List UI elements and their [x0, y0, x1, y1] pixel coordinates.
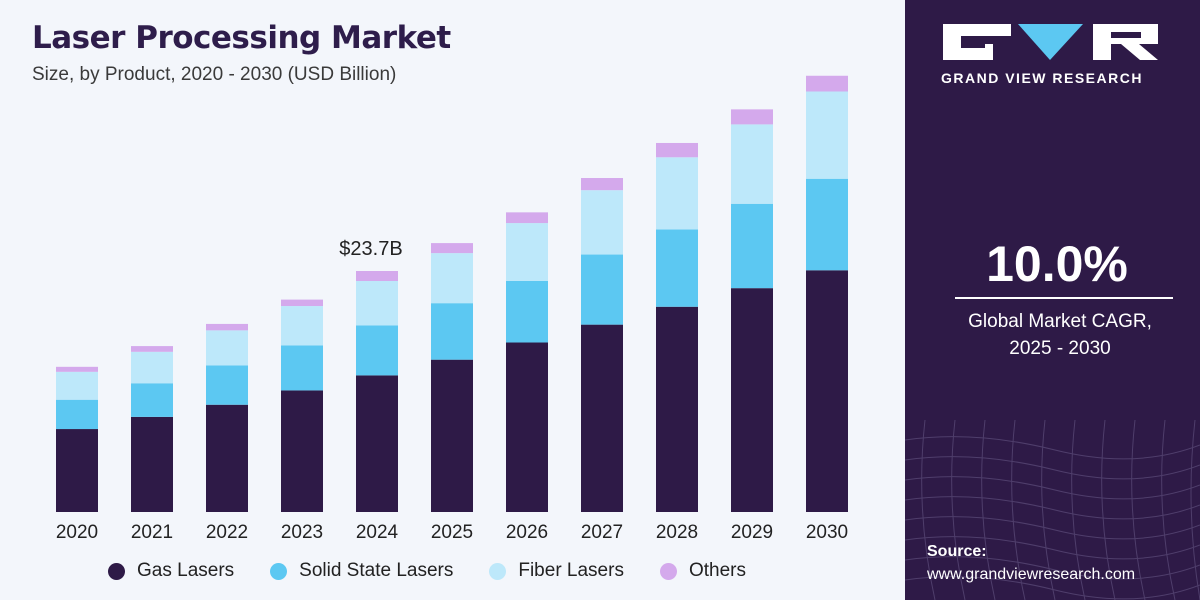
bar-segment-others-2024	[356, 270, 398, 282]
bar-segment-fiber-lasers-2025	[431, 253, 473, 304]
brand-name: GRAND VIEW RESEARCH	[941, 70, 1143, 86]
stacked-bar-chart: 2020 2021 2022 2023 2024 $23.7B 2025 2026 2027 20…	[56, 75, 848, 543]
bar-segment-fiber-lasers-2028	[656, 157, 698, 230]
legend-label: Solid State Lasers	[299, 560, 454, 581]
bar-segment-fiber-lasers-2024	[356, 281, 398, 326]
bar-segment-solid-state-lasers-2029	[731, 203, 773, 289]
bar-segment-fiber-lasers-2022	[206, 330, 248, 366]
bar-segment-solid-state-lasers-2030	[806, 178, 848, 271]
legend-swatch	[659, 562, 677, 580]
bar-segment-solid-state-lasers-2028	[656, 229, 698, 307]
bar-segment-gas-lasers-2020	[56, 429, 98, 512]
bar-segment-fiber-lasers-2027	[581, 190, 623, 255]
legend-label: Others	[688, 560, 746, 581]
x-tick-label-2023: 2023	[281, 522, 323, 543]
wave-grid-decoration	[905, 420, 1200, 600]
bar-segment-fiber-lasers-2030	[806, 91, 848, 179]
legend-item-gas-lasers: Gas Lasers	[108, 560, 234, 582]
bar-segment-fiber-lasers-2026	[506, 223, 548, 282]
bar-segment-solid-state-lasers-2025	[431, 303, 473, 360]
legend-swatch	[489, 562, 507, 580]
legend-item-solid-state-lasers: Solid State Lasers	[270, 560, 453, 582]
info-sidebar: GRAND VIEW RESEARCH 10.0% Global Market …	[905, 0, 1200, 600]
x-tick-label-2025: 2025	[431, 522, 473, 543]
bar-segment-solid-state-lasers-2022	[206, 365, 248, 405]
bar-segment-gas-lasers-2024	[356, 375, 398, 512]
grand-view-research-logo	[943, 24, 1158, 60]
legend-swatch	[108, 562, 125, 580]
bar-segment-gas-lasers-2021	[131, 416, 173, 512]
x-tick-label-2029: 2029	[731, 522, 773, 543]
data-label-2024: $23.7B	[339, 238, 402, 260]
legend-item-others: Others	[659, 560, 746, 582]
bar-segment-others-2026	[506, 212, 548, 224]
bar-segment-others-2030	[806, 75, 848, 92]
bar-segment-gas-lasers-2022	[206, 404, 248, 512]
cagr-label-line1: Global Market CAGR,	[968, 311, 1152, 332]
bar-segment-others-2022	[206, 323, 248, 331]
x-tick-label-2028: 2028	[656, 522, 698, 543]
bar-segment-others-2027	[581, 178, 623, 191]
legend-label: Gas Lasers	[137, 560, 235, 581]
chart-panel: Laser Processing Market Size, by Product…	[32, 20, 849, 582]
cagr-label: Global Market CAGR, 2025 - 2030	[945, 308, 1175, 362]
bar-segment-solid-state-lasers-2020	[56, 399, 98, 430]
bar-segment-gas-lasers-2030	[806, 270, 848, 512]
bar-segment-others-2029	[731, 109, 773, 125]
x-tick-label-2021: 2021	[131, 522, 173, 543]
bar-segment-others-2021	[131, 346, 173, 352]
chart-legend: Gas Lasers Solid State Lasers Fiber Lase…	[108, 560, 782, 582]
bar-segment-gas-lasers-2026	[506, 342, 548, 512]
bar-segment-solid-state-lasers-2023	[281, 345, 323, 391]
bar-segment-fiber-lasers-2021	[131, 351, 173, 384]
bar-segment-gas-lasers-2025	[431, 359, 473, 512]
legend-swatch	[270, 562, 288, 580]
bar-segment-others-2023	[281, 299, 323, 307]
x-tick-label-2027: 2027	[581, 522, 623, 543]
bar-segment-others-2020	[56, 366, 98, 372]
bar-segment-fiber-lasers-2029	[731, 124, 773, 204]
bar-segment-solid-state-lasers-2021	[131, 383, 173, 417]
x-tick-label-2022: 2022	[206, 522, 248, 543]
x-tick-label-2024: 2024	[356, 522, 399, 543]
bar-segment-gas-lasers-2027	[581, 324, 623, 512]
source-url[interactable]: www.grandviewresearch.com	[927, 566, 1136, 583]
bar-segment-others-2025	[431, 243, 473, 254]
bar-segment-gas-lasers-2023	[281, 390, 323, 512]
bar-segment-fiber-lasers-2020	[56, 371, 98, 400]
bar-segment-others-2028	[656, 142, 698, 158]
x-tick-label-2026: 2026	[506, 522, 548, 543]
bar-segment-fiber-lasers-2023	[281, 306, 323, 346]
bar-segment-gas-lasers-2028	[656, 306, 698, 512]
x-tick-label-2030: 2030	[806, 522, 848, 543]
bar-segment-gas-lasers-2029	[731, 288, 773, 512]
x-tick-label-2020: 2020	[56, 522, 98, 543]
source-label: Source:	[927, 543, 987, 560]
bar-segment-solid-state-lasers-2024	[356, 325, 398, 376]
cagr-value: 10.0%	[986, 236, 1128, 292]
chart-subtitle: Size, by Product, 2020 - 2030 (USD Billi…	[32, 64, 397, 85]
legend-label: Fiber Lasers	[518, 560, 624, 581]
chart-title: Laser Processing Market	[32, 20, 451, 56]
divider	[955, 297, 1173, 299]
cagr-label-line2: 2025 - 2030	[1009, 338, 1111, 359]
legend-item-fiber-lasers: Fiber Lasers	[489, 560, 624, 582]
bar-segment-solid-state-lasers-2026	[506, 281, 548, 343]
bar-segment-solid-state-lasers-2027	[581, 254, 623, 325]
